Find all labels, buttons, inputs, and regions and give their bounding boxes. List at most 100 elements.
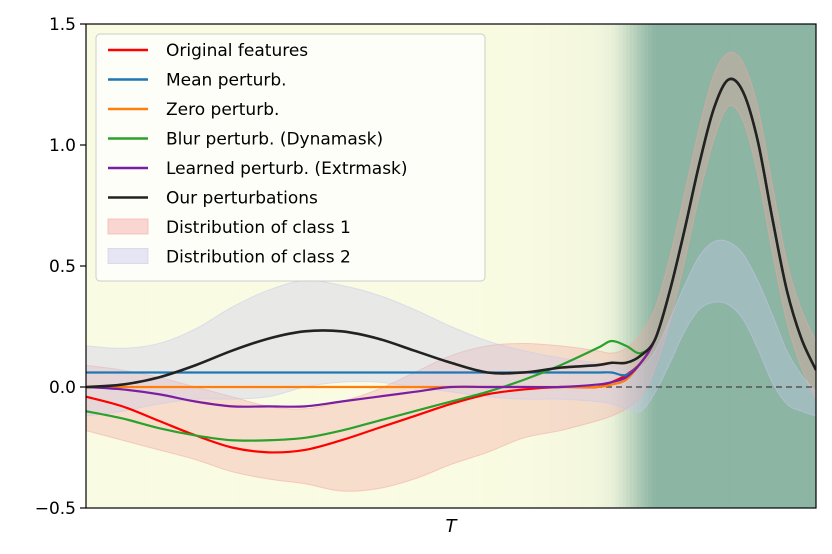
saliency-cell <box>655 24 660 508</box>
saliency-cell <box>713 24 719 508</box>
saliency-cell <box>739 24 744 508</box>
saliency-cell <box>531 24 536 508</box>
saliency-cell <box>538 24 543 508</box>
saliency-cell <box>651 24 656 508</box>
saliency-cell <box>534 24 540 508</box>
saliency-cell <box>702 24 708 508</box>
saliency-cell <box>520 24 525 508</box>
saliency-cell <box>593 24 598 508</box>
legend-label: Our perturbations <box>166 189 318 209</box>
saliency-cell <box>516 24 521 508</box>
legend-label: Distribution of class 2 <box>166 248 351 268</box>
legend-label: Learned perturb. (Extrmask) <box>166 159 408 179</box>
saliency-cell <box>640 24 646 508</box>
saliency-cell <box>611 24 616 508</box>
y-tick-label: 1.5 <box>49 15 76 35</box>
saliency-cell <box>732 24 737 508</box>
saliency-cell <box>735 24 740 508</box>
saliency-cell <box>604 24 609 508</box>
saliency-cell <box>753 24 759 508</box>
saliency-cell <box>706 24 711 508</box>
saliency-cell <box>93 24 98 508</box>
saliency-cell <box>560 24 565 508</box>
saliency-cell <box>659 24 664 508</box>
saliency-cell <box>487 24 492 508</box>
saliency-cell <box>695 24 700 508</box>
y-tick-label: 1.0 <box>49 136 76 156</box>
saliency-cell <box>783 24 788 508</box>
series-lines <box>86 77 816 454</box>
legend: Original features Mean perturb. Zero pertu… <box>95 33 486 282</box>
saliency-cell <box>812 24 816 508</box>
saliency-cell <box>505 24 510 508</box>
saliency-cell <box>549 24 554 508</box>
saliency-cell <box>491 24 496 508</box>
legend-label: Blur perturb. (Dynamask) <box>166 130 383 150</box>
saliency-cell <box>607 24 613 508</box>
saliency-cell <box>688 24 693 508</box>
saliency-cell <box>502 24 507 508</box>
saliency-cell <box>699 24 704 508</box>
saliency-cell <box>794 24 799 508</box>
saliency-cell <box>750 24 755 508</box>
saliency-cell <box>586 24 591 508</box>
saliency-cell <box>556 24 562 508</box>
saliency-cell <box>721 24 726 508</box>
legend-label: Zero perturb. <box>166 100 279 120</box>
y-tick-label: −0.5 <box>35 499 76 519</box>
saliency-cell <box>600 24 605 508</box>
saliency-cell <box>761 24 766 508</box>
saliency-cell <box>637 24 642 508</box>
saliency-cell <box>509 24 514 508</box>
saliency-cell <box>524 24 529 508</box>
saliency-cell <box>666 24 671 508</box>
band-class-1 <box>86 51 816 492</box>
saliency-cell <box>542 24 547 508</box>
saliency-cell <box>89 24 94 508</box>
saliency-cell <box>772 24 777 508</box>
y-tick-label: 0.0 <box>49 378 76 398</box>
saliency-cell <box>622 24 627 508</box>
saliency-cell <box>728 24 733 508</box>
saliency-cell <box>575 24 580 508</box>
saliency-cell <box>808 24 813 508</box>
saliency-cell <box>582 24 587 508</box>
saliency-cell <box>626 24 631 508</box>
saliency-cell <box>717 24 722 508</box>
saliency-cell <box>801 24 806 508</box>
saliency-cell <box>743 24 748 508</box>
saliency-cell <box>597 24 602 508</box>
x-axis-label: T <box>446 516 459 537</box>
y-tick-label: 0.5 <box>49 257 76 277</box>
saliency-cell <box>786 24 792 508</box>
saliency-cell <box>684 24 689 508</box>
saliency-cell <box>633 24 638 508</box>
saliency-cell <box>724 24 729 508</box>
saliency-cell <box>768 24 773 508</box>
saliency-cell <box>790 24 795 508</box>
saliency-cell <box>86 24 91 508</box>
saliency-cell <box>615 24 620 508</box>
legend-label: Original features <box>166 41 308 61</box>
saliency-cell <box>545 24 551 508</box>
saliency-cell <box>662 24 667 508</box>
legend-label: Mean perturb. <box>166 71 287 91</box>
saliency-cell <box>494 24 500 508</box>
saliency-cell <box>746 24 751 508</box>
legend-label: Distribution of class 1 <box>166 218 351 238</box>
saliency-cell <box>483 24 489 508</box>
saliency-cell <box>618 24 624 508</box>
saliency-cell <box>571 24 576 508</box>
saliency-cell <box>513 24 518 508</box>
y-axis-ticks: −0.5 0.0 0.5 1.0 1.5 <box>35 15 86 519</box>
saliency-cell <box>578 24 583 508</box>
saliency-cell <box>498 24 503 508</box>
saliency-cell <box>629 24 635 508</box>
saliency-cell <box>670 24 675 508</box>
saliency-cell <box>797 24 802 508</box>
saliency-cell <box>775 24 781 508</box>
saliency-cell <box>567 24 573 508</box>
legend-box <box>95 33 486 282</box>
saliency-cell <box>589 24 594 508</box>
